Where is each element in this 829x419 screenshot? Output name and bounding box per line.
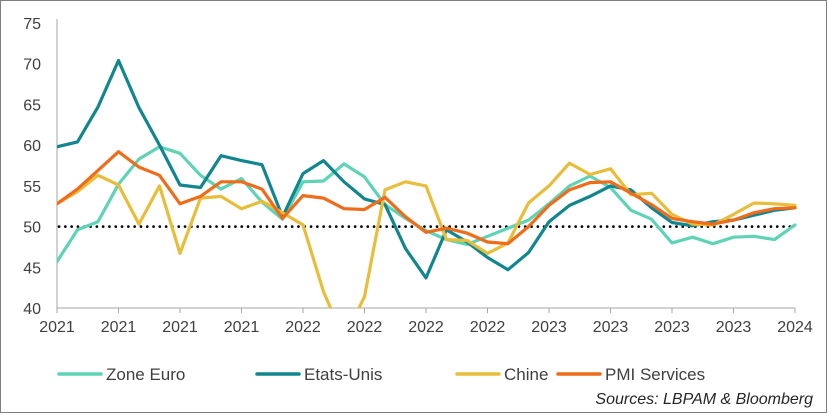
x-tick-label: 2021	[162, 319, 198, 336]
x-tick-label: 2021	[224, 319, 260, 336]
x-tick-label: 2023	[593, 319, 629, 336]
y-tick-label: 45	[23, 260, 41, 277]
x-tick-label: 2022	[285, 319, 321, 336]
y-tick-label: 50	[23, 220, 41, 237]
legend-label: Zone Euro	[106, 365, 185, 384]
y-tick-label: 40	[23, 301, 41, 318]
y-tick-label: 60	[23, 138, 41, 155]
y-tick-label: 70	[23, 57, 41, 74]
x-tick-label: 2023	[716, 319, 752, 336]
x-tick-label: 2022	[347, 319, 383, 336]
x-axis-tick-labels: 2021 2021 2021 2021 2022 2022 2022 2022 2023 2023…	[39, 308, 813, 336]
source-note: Sources: LBPAM & Bloomberg	[595, 391, 813, 408]
x-tick-label: 2023	[654, 319, 690, 336]
legend-label: Etats-Unis	[304, 365, 382, 384]
legend-label: PMI Services	[605, 365, 705, 384]
y-tick-label: 65	[23, 97, 41, 114]
x-tick-label: 2023	[531, 319, 567, 336]
x-tick-label: 2022	[408, 319, 444, 336]
x-tick-label: 2022	[470, 319, 506, 336]
series-lines	[57, 58, 797, 308]
series-line-pmi-services	[57, 150, 797, 246]
series-line-chine	[57, 161, 797, 308]
series-line-etats-unis	[57, 58, 797, 280]
y-tick-label: 75	[23, 16, 41, 33]
y-tick-label: 55	[23, 179, 41, 196]
x-tick-label: 2021	[101, 319, 137, 336]
legend: Zone Euro Etats-Unis Chine PMI Services	[57, 365, 705, 384]
legend-label: Chine	[504, 365, 548, 384]
y-axis-tick-labels: 40 45 50 55 60 65 70 75	[23, 16, 41, 318]
x-tick-label: 2021	[39, 319, 75, 336]
x-tick-label: 2024	[777, 319, 813, 336]
